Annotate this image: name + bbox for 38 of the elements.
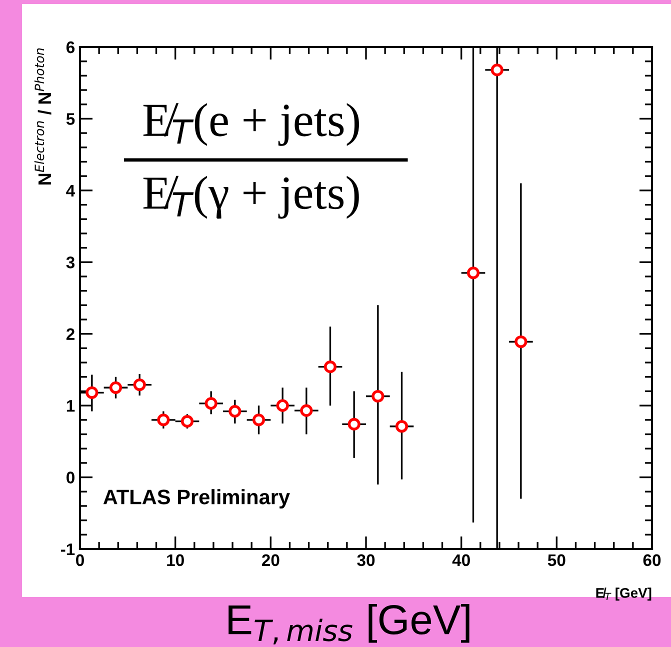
x-axis-title: E̸$_{T}$ [GeV]	[596, 588, 652, 601]
point	[228, 405, 242, 418]
point	[180, 415, 194, 428]
y-tick-label: 5	[66, 113, 75, 125]
y-axis-title: N$^{Electron}$ / N$^{Photon}$	[34, 48, 52, 184]
y-tick-label: 0	[66, 472, 74, 484]
point	[252, 414, 266, 426]
x-tick-label: 40	[452, 554, 470, 566]
annotation: E̸$_{T}$(e + jets)	[143, 103, 359, 146]
point	[514, 335, 528, 348]
point	[204, 397, 218, 410]
point	[372, 390, 384, 403]
x-tick-label: 20	[262, 554, 280, 566]
point	[395, 420, 408, 433]
text: E$_{T,miss}$ [GeV]	[228, 604, 470, 644]
point	[109, 381, 122, 394]
point	[300, 404, 313, 417]
point	[348, 418, 360, 431]
x-tick-label: 30	[357, 554, 375, 566]
x-tick-label: 10	[167, 554, 184, 566]
y-tick-label: 2	[66, 328, 74, 340]
x-tick-label: 60	[643, 554, 661, 566]
y-tick-label: 3	[66, 256, 75, 268]
y-tick-label: 6	[66, 41, 75, 54]
point	[157, 414, 170, 426]
x-tick-label: 50	[548, 554, 566, 566]
annotation: E̸$_{T}$(γ + jets)	[143, 176, 359, 219]
point	[276, 399, 289, 412]
point	[86, 386, 98, 399]
point	[466, 266, 480, 280]
x-tick-label: 0	[76, 554, 84, 566]
y-tick-label: 4	[66, 185, 76, 196]
point	[133, 378, 146, 392]
point	[490, 64, 504, 76]
annotation: ATLAS Preliminary	[103, 489, 290, 509]
point	[324, 360, 337, 374]
y-tick-label: 1	[66, 400, 75, 412]
y-tick-label: -1	[60, 544, 75, 556]
